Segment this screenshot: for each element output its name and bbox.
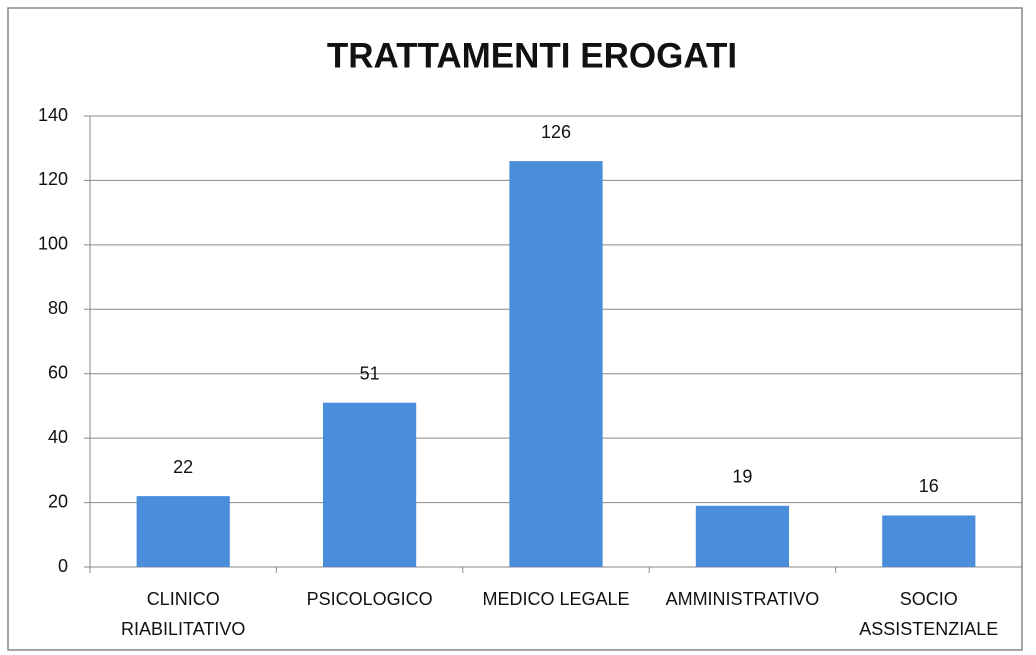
bar: [509, 161, 603, 567]
x-tick-label: PSICOLOGICO: [307, 589, 433, 609]
bar: [323, 402, 417, 567]
x-tick-label: SOCIO ASSISTENZIALE: [859, 589, 998, 639]
bar: [882, 515, 976, 567]
bar: [136, 496, 230, 567]
y-tick-label: 120: [38, 169, 68, 189]
data-label: 19: [732, 467, 752, 487]
y-tick-label: 40: [48, 427, 68, 447]
y-tick-label: 80: [48, 298, 68, 318]
y-tick-label: 20: [48, 491, 68, 511]
x-tick-label: CLINICO RIABILITATIVO: [121, 589, 245, 639]
bar: [695, 505, 789, 567]
y-tick-label: 0: [58, 556, 68, 576]
data-label: 51: [360, 363, 380, 383]
data-label: 126: [541, 122, 571, 142]
y-tick-label: 100: [38, 234, 68, 254]
x-tick-label: AMMINISTRATIVO: [666, 589, 820, 609]
x-tick-label: MEDICO LEGALE: [482, 589, 629, 609]
data-label: 22: [173, 457, 193, 477]
y-tick-label: 60: [48, 362, 68, 382]
y-tick-label: 140: [38, 105, 68, 125]
data-label: 16: [919, 476, 939, 496]
chart-title: TRATTAMENTI EROGATI: [327, 36, 737, 75]
